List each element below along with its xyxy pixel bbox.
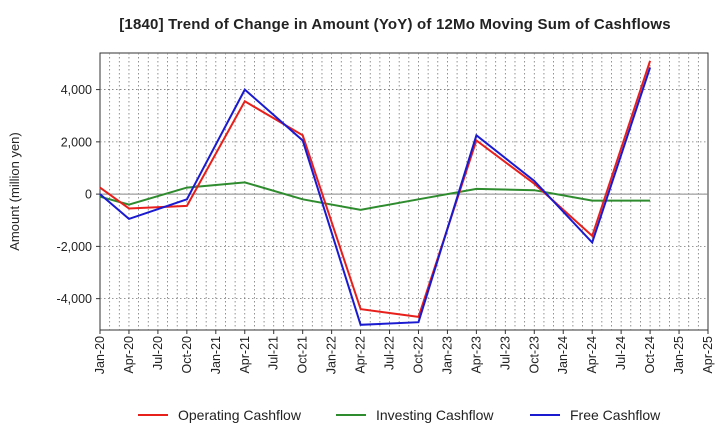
x-tick-label: Jan-21 xyxy=(209,336,223,374)
legend: Operating Cashflow Investing Cashflow Free… xyxy=(138,407,661,423)
x-tick-label: Apr-20 xyxy=(122,336,136,374)
x-tick-label: Jan-20 xyxy=(93,336,107,374)
x-tick-label: Apr-23 xyxy=(469,336,483,374)
x-tick-label: Apr-22 xyxy=(354,336,368,374)
legend-label: Operating Cashflow xyxy=(178,407,302,423)
y-tick-label: -2,000 xyxy=(57,240,92,254)
x-tick-label: Jan-25 xyxy=(672,336,686,374)
x-tick-label: Jul-24 xyxy=(614,336,628,370)
legend-label: Investing Cashflow xyxy=(376,407,494,423)
x-tick-label: Jul-23 xyxy=(498,336,512,370)
y-tick-label: 4,000 xyxy=(61,83,92,97)
x-tick-label: Jul-20 xyxy=(151,336,165,370)
x-tick-label: Jan-24 xyxy=(556,336,570,374)
x-tick-label: Jul-21 xyxy=(267,336,281,370)
x-tick-label: Oct-21 xyxy=(296,336,310,374)
x-tick-label: Oct-23 xyxy=(527,336,541,374)
y-tick-label: 2,000 xyxy=(61,135,92,149)
x-tick-label: Jan-23 xyxy=(440,336,454,374)
x-tick-label: Apr-21 xyxy=(238,336,252,374)
x-tick-label: Jul-22 xyxy=(383,336,397,370)
y-tick-label: -4,000 xyxy=(57,292,92,306)
y-tick-label: 0 xyxy=(85,188,92,202)
legend-label: Free Cashflow xyxy=(570,407,661,423)
x-tick-label: Jan-22 xyxy=(325,336,339,374)
series-line-free-cashflow xyxy=(99,67,652,326)
x-tick-label: Oct-22 xyxy=(411,336,425,374)
x-tick-label: Oct-24 xyxy=(643,336,657,374)
chart-title: [1840] Trend of Change in Amount (YoY) o… xyxy=(119,16,671,33)
y-axis-title: Amount (million yen) xyxy=(7,132,22,251)
x-tick-label: Apr-25 xyxy=(701,336,715,374)
x-tick-label: Oct-20 xyxy=(180,336,194,374)
x-tick-label: Apr-24 xyxy=(585,336,599,374)
series-line-investing-cashflow xyxy=(99,181,651,211)
